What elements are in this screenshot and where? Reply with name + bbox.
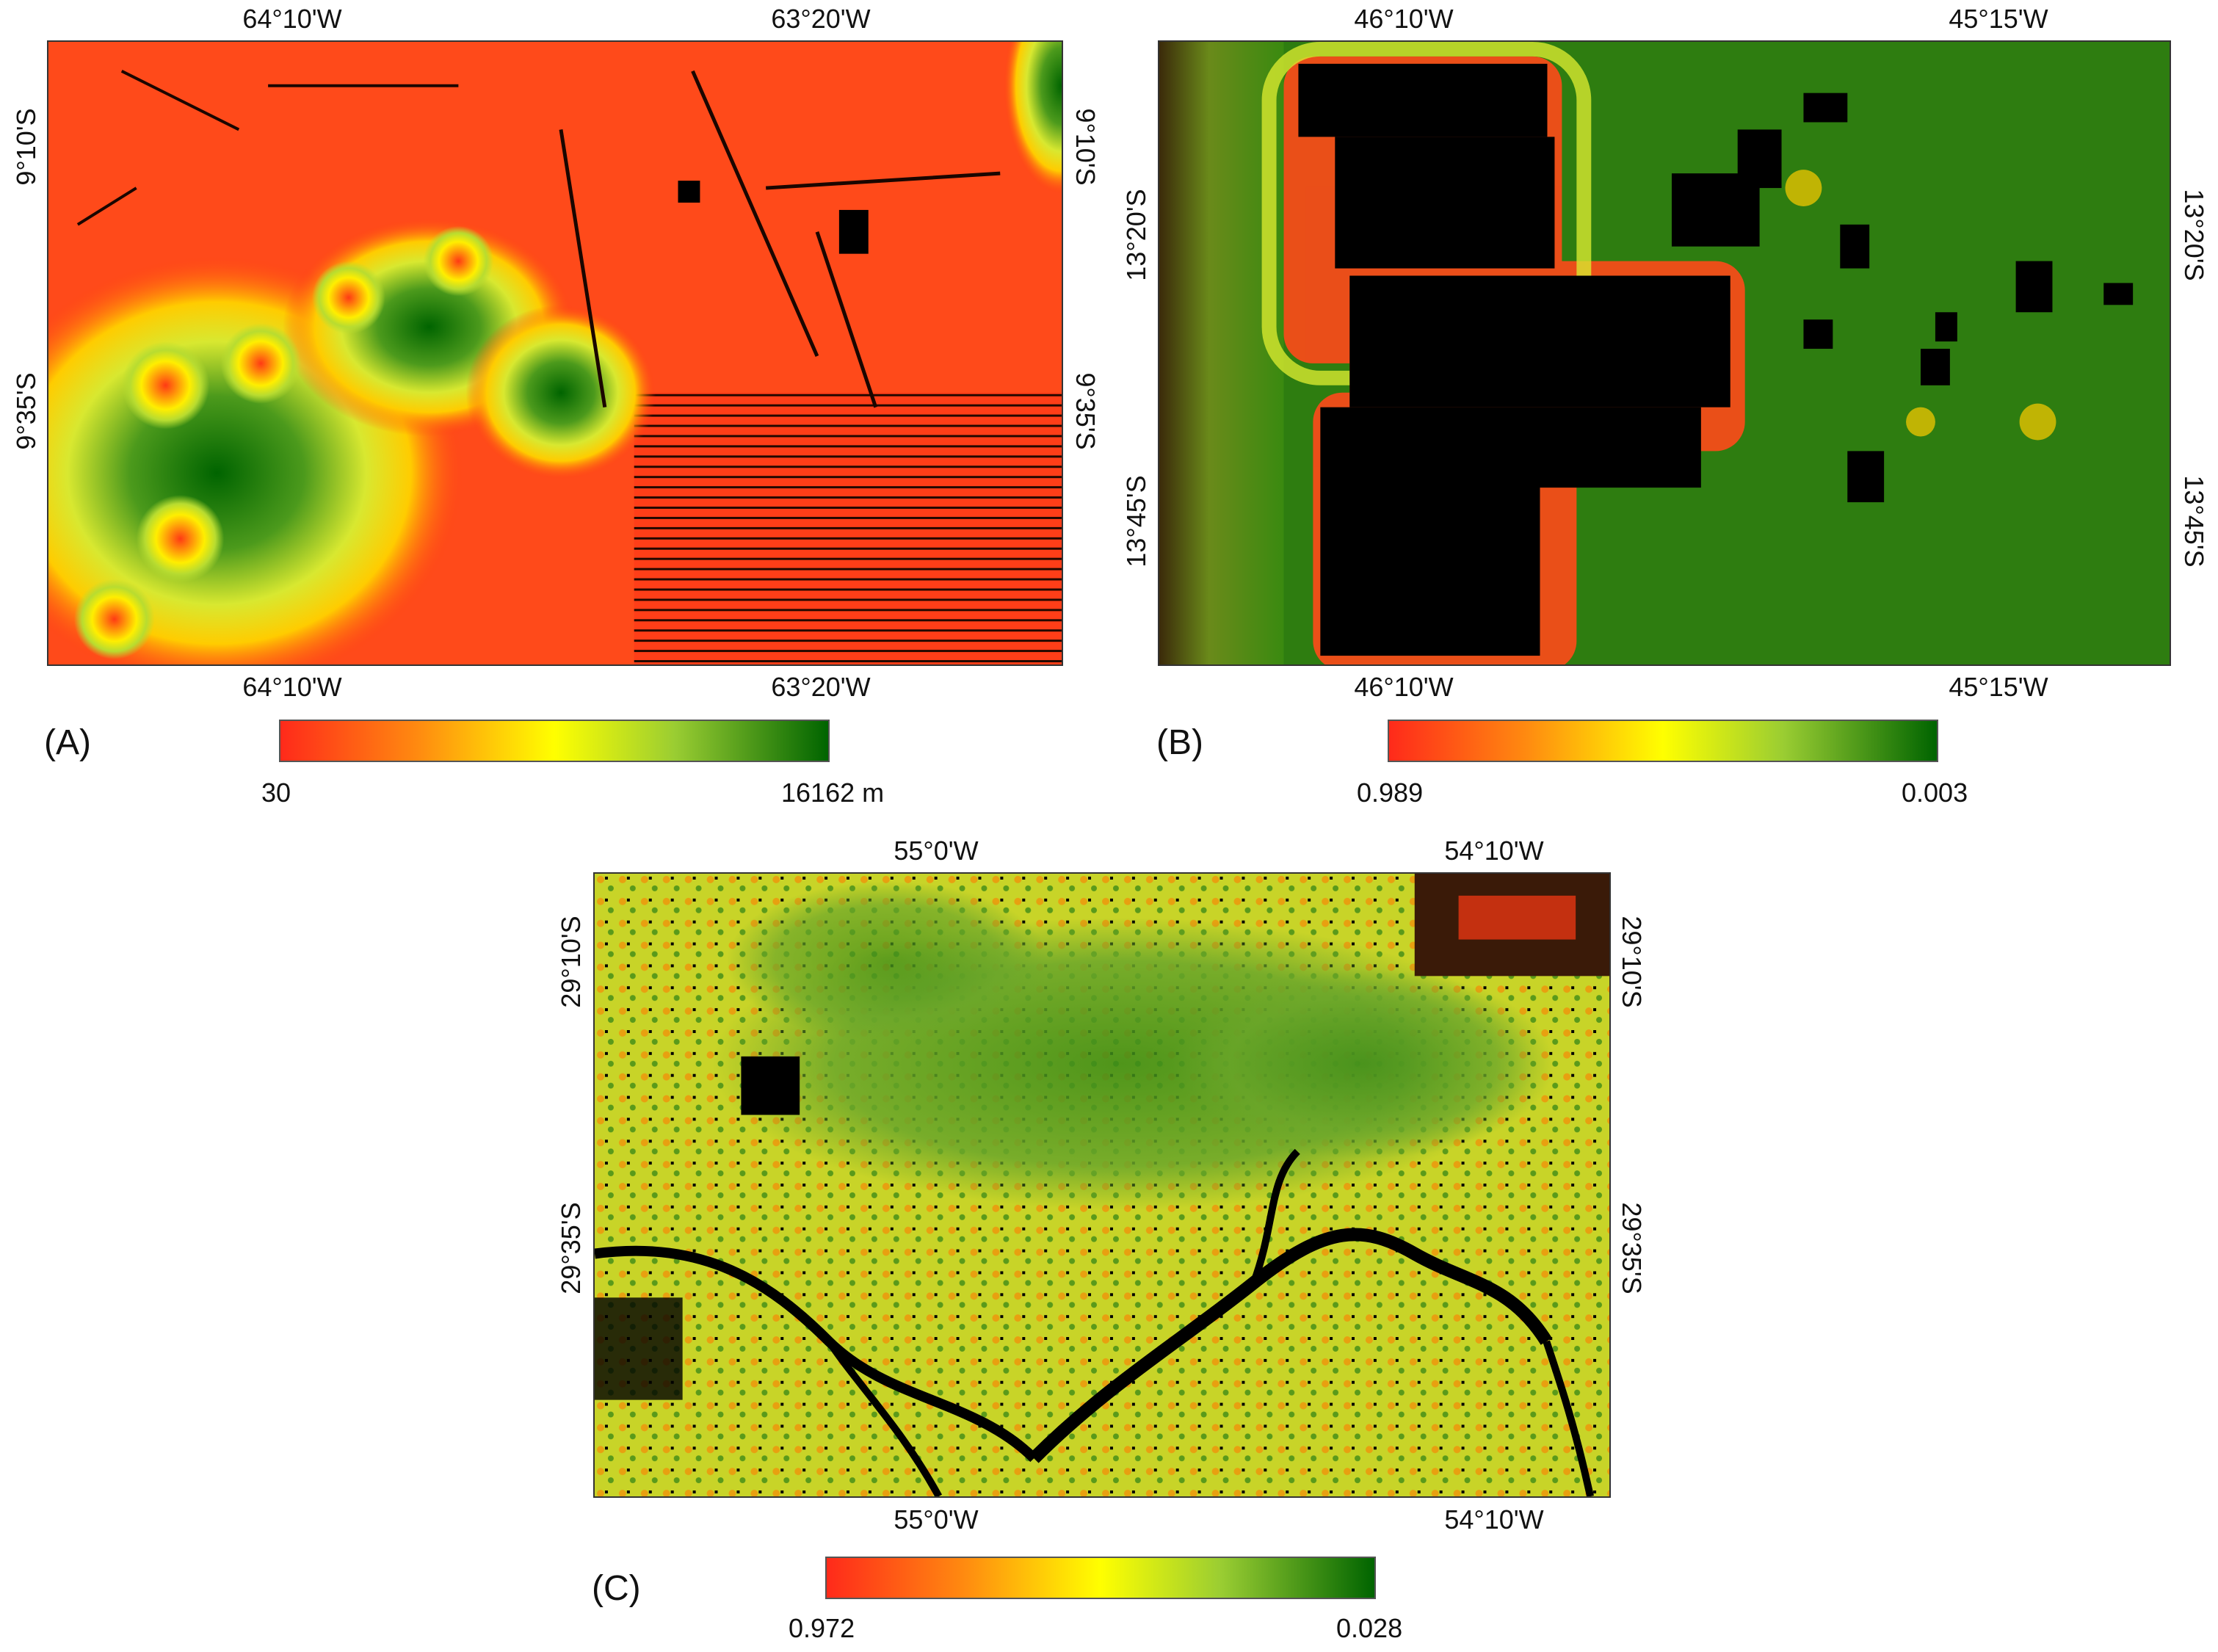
tick-top-1: 55°0'W (894, 836, 979, 866)
colorbar-c (825, 1557, 1376, 1599)
tick-right-2: 13°45'S (2179, 475, 2209, 568)
panel-label-a: (A) (44, 723, 91, 762)
map-a-raster (48, 42, 1062, 664)
tick-bottom-1: 64°10'W (242, 672, 342, 702)
tick-top-1: 64°10'W (242, 4, 342, 34)
map-a (47, 40, 1063, 666)
tick-bottom-2: 45°15'W (1949, 672, 2048, 702)
colorbar-b (1388, 720, 1938, 762)
map-c-raster (595, 874, 1609, 1496)
tick-top-2: 63°20'W (771, 4, 871, 34)
colorbar-c-max: 0.028 (1336, 1613, 1403, 1643)
tick-left-2: 29°35'S (556, 1202, 586, 1294)
tick-left-1: 9°10'S (11, 108, 41, 186)
tick-left-2: 13°45'S (1121, 475, 1151, 568)
tick-left-1: 29°10'S (556, 916, 586, 1008)
tick-right-2: 9°35'S (1070, 372, 1101, 450)
tick-left-2: 9°35'S (11, 372, 41, 450)
tick-bottom-2: 63°20'W (771, 672, 871, 702)
tick-top-2: 54°10'W (1444, 836, 1544, 866)
map-c (593, 872, 1611, 1498)
colorbar-c-min: 0.972 (789, 1613, 855, 1643)
tick-top-1: 46°10'W (1354, 4, 1454, 34)
tick-left-1: 13°20'S (1121, 189, 1151, 281)
panel-label-c: (C) (592, 1569, 641, 1608)
tick-right-2: 29°35'S (1617, 1202, 1647, 1294)
tick-right-1: 13°20'S (2179, 189, 2209, 281)
tick-bottom-1: 46°10'W (1354, 672, 1454, 702)
colorbar-a-min: 30 (261, 778, 291, 808)
tick-right-1: 9°10'S (1070, 108, 1101, 186)
map-b (1158, 40, 2171, 666)
tick-bottom-2: 54°10'W (1444, 1504, 1544, 1535)
tick-right-1: 29°10'S (1617, 916, 1647, 1008)
colorbar-b-min: 0.989 (1357, 778, 1424, 808)
colorbar-a (279, 720, 830, 762)
panel-label-b: (B) (1156, 723, 1203, 762)
map-b-raster (1159, 42, 2170, 664)
colorbar-b-max: 0.003 (1902, 778, 1968, 808)
tick-bottom-1: 55°0'W (894, 1504, 979, 1535)
tick-top-2: 45°15'W (1949, 4, 2048, 34)
colorbar-a-max: 16162 m (781, 778, 885, 808)
